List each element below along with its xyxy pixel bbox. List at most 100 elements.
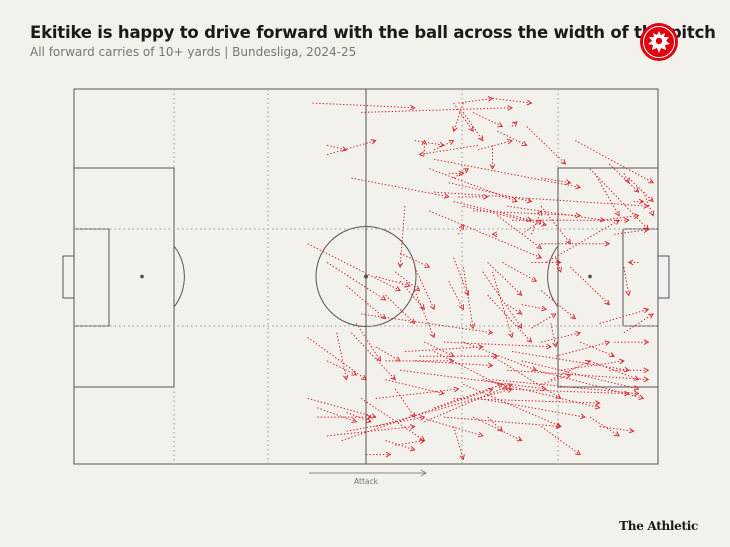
carry-arrowhead: [463, 168, 469, 174]
carry-line: [487, 416, 503, 432]
carry-line: [497, 215, 542, 249]
carry-arrowhead: [633, 385, 640, 391]
carry-arrowhead: [380, 295, 387, 301]
carry-line: [579, 341, 615, 357]
carry-arrowhead: [468, 126, 474, 132]
carry-line: [336, 332, 348, 380]
carry-line: [555, 257, 562, 272]
carry-line: [555, 341, 610, 357]
carry-line: [443, 341, 551, 348]
carry-arrowhead: [438, 389, 445, 396]
carry-arrowhead: [395, 286, 401, 292]
carry-line: [355, 323, 382, 362]
carry-line: [540, 205, 571, 244]
carry-arrowhead: [638, 198, 645, 205]
carry-arrowhead: [429, 304, 435, 311]
carry-arrowhead: [452, 126, 458, 133]
centre-circle: [315, 226, 417, 327]
carry-arrowhead: [418, 151, 425, 157]
carry-arrowhead: [580, 413, 586, 420]
carry-line: [414, 140, 444, 146]
carry-arrowhead: [560, 159, 567, 165]
carry-arrowhead: [623, 366, 630, 373]
carry-arrowhead: [443, 193, 450, 199]
carry-arrowhead: [550, 313, 557, 319]
carry-line: [560, 360, 625, 371]
carry-line: [482, 271, 523, 329]
centre-spot: [363, 274, 369, 279]
carry-arrowhead: [521, 140, 528, 146]
attack-label: Attack: [354, 477, 379, 486]
carry-line: [492, 97, 532, 104]
carry-arrowhead: [599, 216, 606, 223]
carry-arrowhead: [469, 323, 476, 330]
carry-line: [531, 313, 557, 329]
carry-line: [594, 173, 620, 216]
carry-line: [443, 416, 561, 427]
carry-arrowhead: [552, 341, 558, 348]
carry-line: [623, 313, 654, 334]
carry-line: [414, 266, 435, 310]
carry-arrowhead: [541, 221, 548, 227]
carry-line: [541, 374, 571, 385]
carry-line: [589, 168, 649, 230]
carry-arrowhead: [458, 170, 465, 177]
carry-arrowhead: [609, 352, 616, 358]
carry-arrowhead: [526, 337, 533, 343]
carry-arrowhead: [541, 305, 548, 312]
carry-arrowhead: [628, 427, 635, 434]
carry-line: [473, 210, 581, 217]
carry-line: [599, 215, 639, 221]
carry-arrowhead: [575, 212, 582, 219]
carry-line: [511, 351, 629, 371]
carry-arrowhead: [531, 366, 538, 372]
carry-arrowhead: [506, 138, 513, 145]
carry-line: [462, 112, 484, 141]
carry-arrowhead: [624, 217, 630, 223]
carry-line: [307, 243, 401, 292]
carry-arrowhead: [556, 266, 562, 273]
carry-line: [385, 379, 444, 395]
carry-arrowhead: [536, 253, 543, 259]
carry-arrowhead: [414, 285, 421, 292]
carry-line: [419, 416, 483, 437]
carry-arrowhead: [508, 332, 514, 339]
carry-arrowhead: [478, 135, 484, 142]
carry-line: [550, 323, 557, 347]
carry-arrowhead: [351, 370, 358, 376]
carry-line: [361, 313, 493, 334]
pitch-markings: [62, 88, 670, 465]
carry-arrowhead: [570, 313, 577, 320]
carry-arrowhead: [419, 438, 426, 444]
carry-arrowhead: [489, 164, 496, 170]
carry-line: [414, 360, 493, 367]
carry-line: [346, 416, 425, 432]
carry-arrowhead: [421, 139, 428, 146]
carry-arrowhead: [351, 417, 358, 424]
carry-line: [492, 271, 513, 338]
carry-line: [463, 341, 537, 371]
carry-line: [424, 383, 513, 423]
carry-arrowhead: [633, 390, 640, 397]
carry-arrowhead: [648, 210, 655, 217]
right-six-yard-box: [622, 228, 659, 327]
carry-arrowhead: [410, 412, 416, 418]
carry-line: [434, 191, 649, 207]
carry-arrowhead: [491, 231, 498, 238]
carry-line: [453, 168, 469, 179]
carry-line: [472, 416, 522, 442]
carry-line: [526, 126, 566, 165]
carry-line: [341, 388, 493, 442]
carry-arrowhead: [648, 196, 654, 203]
carry-arrowhead: [395, 356, 401, 362]
carry-line: [463, 205, 547, 226]
carry-arrowhead: [556, 259, 562, 266]
carry-arrowhead: [643, 307, 650, 314]
carry-arrowhead: [648, 313, 654, 319]
carry-line: [599, 426, 634, 432]
carry-line: [575, 140, 654, 184]
carry-arrowhead: [459, 454, 465, 461]
carry-line: [453, 397, 600, 404]
carry-line: [472, 111, 503, 127]
right-goal: [657, 255, 670, 299]
